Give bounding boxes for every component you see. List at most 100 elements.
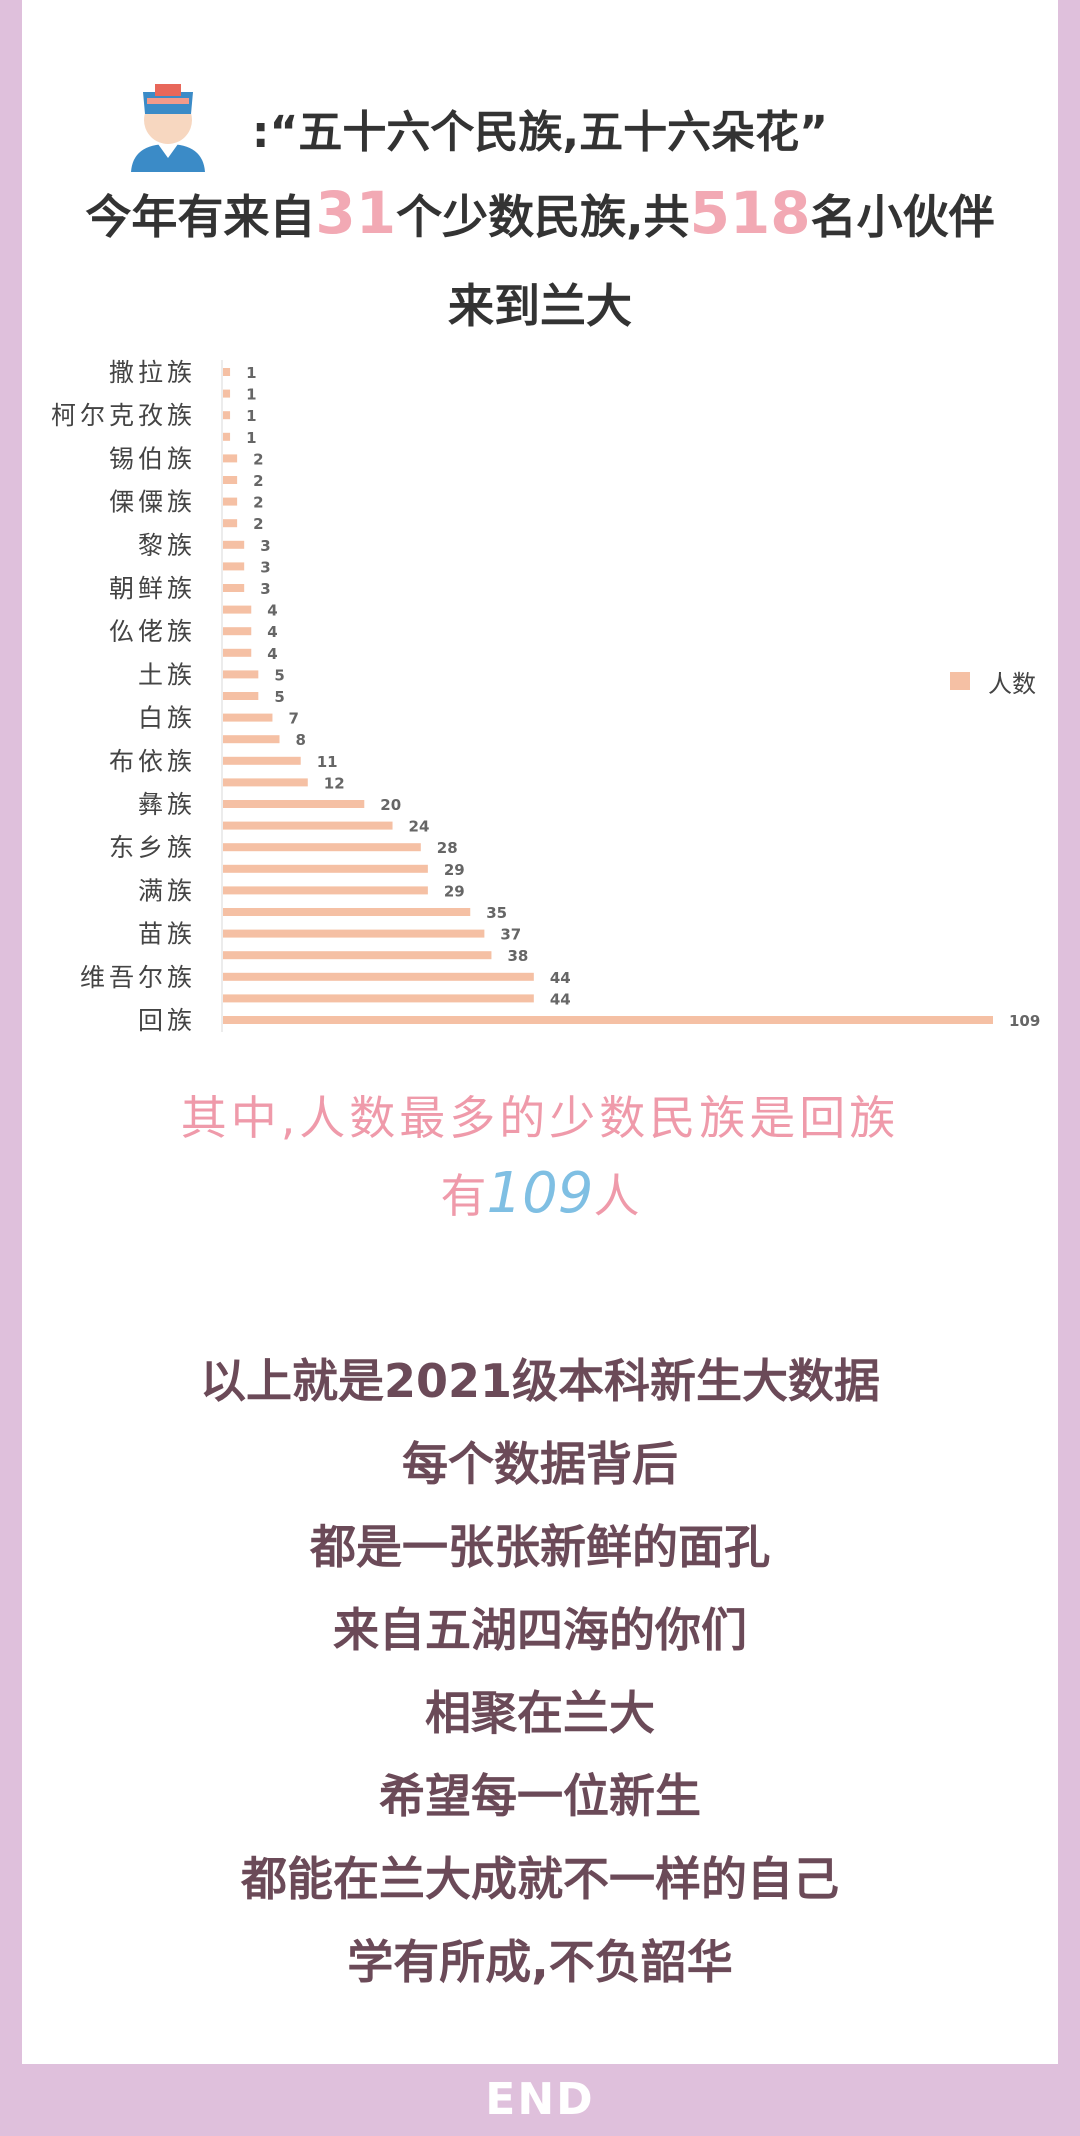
- tick-label: 仫佬族: [109, 617, 196, 646]
- bar: [223, 929, 485, 938]
- data-label: 3: [260, 537, 270, 555]
- legend-label: 人数: [988, 670, 1036, 698]
- tick-label: 维吾尔族: [80, 963, 196, 992]
- closing-line: 都是一张张新鲜的面孔: [310, 1520, 770, 1574]
- data-label: 38: [507, 947, 528, 965]
- bar: [223, 432, 231, 441]
- bar: [223, 562, 245, 571]
- data-label: 11: [317, 753, 338, 771]
- closing-line: 相聚在兰大: [425, 1686, 655, 1740]
- closing-line: 希望每一位新生: [379, 1769, 701, 1823]
- ethnic-bar-chart: 1111222233344455781112202428292935373844…: [51, 358, 1040, 1035]
- title-prefix: 今年有来自: [85, 190, 316, 244]
- bar: [223, 886, 428, 895]
- data-label: 1: [246, 407, 256, 425]
- bar: [223, 368, 231, 376]
- content-card: [22, 0, 1058, 2064]
- tick-label: 撒拉族: [109, 358, 196, 387]
- tick-label: 土族: [138, 660, 196, 689]
- data-label: 4: [267, 623, 277, 641]
- data-label: 44: [550, 990, 571, 1008]
- tick-label: 苗族: [138, 920, 196, 949]
- bar: [223, 648, 252, 657]
- data-label: 4: [267, 645, 277, 663]
- title-line-3: 来到兰大: [448, 279, 632, 333]
- bar: [223, 584, 245, 592]
- student-count: 518: [689, 179, 811, 247]
- data-label: 2: [253, 515, 263, 533]
- bar: [223, 778, 308, 787]
- ethnic-avatar-icon: [131, 84, 205, 172]
- bar: [223, 497, 238, 506]
- tick-label: 白族: [138, 704, 196, 733]
- bar: [223, 951, 492, 960]
- tick-label: 满族: [138, 876, 196, 905]
- data-label: 29: [444, 861, 465, 879]
- bar: [223, 756, 301, 765]
- closing-line: 每个数据背后: [402, 1437, 678, 1491]
- bar: [223, 843, 421, 852]
- bar: [223, 994, 534, 1003]
- bar: [223, 800, 365, 808]
- bar: [223, 692, 259, 700]
- title-line-1: :“五十六个民族,五十六朵花”: [251, 107, 829, 158]
- tick-label: 东乡族: [109, 833, 196, 862]
- data-label: 7: [288, 710, 298, 728]
- data-label: 29: [444, 882, 465, 900]
- bar: [223, 908, 471, 916]
- closing-line: 学有所成,不负韶华: [347, 1935, 733, 1989]
- tick-label: 回族: [138, 1006, 196, 1035]
- footer-bar: [0, 2064, 1080, 2136]
- data-label: 3: [260, 580, 270, 598]
- tick-label: 朝鲜族: [109, 574, 196, 603]
- data-label: 37: [500, 926, 521, 944]
- tick-label: 傈僳族: [109, 488, 196, 517]
- bar: [223, 972, 534, 981]
- summary-prefix: 有: [440, 1169, 487, 1223]
- bar: [223, 864, 428, 873]
- end-label: END: [485, 2074, 595, 2125]
- closing-line: 都能在兰大成就不一样的自己: [241, 1852, 839, 1906]
- data-label: 2: [253, 494, 263, 512]
- bar: [223, 735, 280, 744]
- bar: [223, 411, 231, 420]
- summary-number: 109: [486, 1161, 594, 1226]
- data-label: 109: [1009, 1012, 1040, 1030]
- tick-label: 黎族: [138, 531, 196, 560]
- bar: [223, 519, 238, 528]
- tick-label: 锡伯族: [109, 444, 196, 473]
- data-label: 1: [246, 364, 256, 382]
- closing-line: 以上就是2021级本科新生大数据: [199, 1354, 881, 1408]
- bar: [223, 670, 259, 679]
- title-mid: 个少数民族,共: [396, 190, 690, 244]
- bar: [223, 476, 238, 484]
- data-label: 2: [253, 450, 263, 468]
- data-label: 20: [380, 796, 401, 814]
- closing-line: 来自五湖四海的你们: [333, 1603, 747, 1657]
- title-line-2: 今年有来自31个少数民族,共518名小伙伴: [0, 180, 1080, 247]
- data-label: 8: [296, 731, 306, 749]
- data-label: 5: [274, 688, 284, 706]
- data-label: 1: [246, 386, 256, 404]
- data-label: 2: [253, 472, 263, 490]
- tick-label: 柯尔克孜族: [51, 401, 196, 430]
- summary-line-1: 其中,人数最多的少数民族是回族: [180, 1091, 900, 1145]
- data-label: 28: [437, 839, 458, 857]
- data-label: 35: [486, 904, 507, 922]
- data-label: 44: [550, 969, 571, 987]
- data-label: 4: [267, 602, 277, 620]
- bar: [223, 389, 231, 398]
- bar: [223, 1016, 993, 1024]
- data-label: 5: [274, 666, 284, 684]
- tick-label: 布依族: [109, 747, 196, 776]
- bar: [223, 605, 252, 614]
- bar: [223, 821, 393, 830]
- tick-label: 彝族: [138, 790, 196, 819]
- summary-line-2: 有109人: [0, 1160, 1080, 1226]
- bar: [223, 627, 252, 636]
- title-suffix: 名小伙伴: [810, 190, 995, 244]
- ethnic-count: 31: [315, 179, 397, 247]
- bar: [223, 454, 238, 463]
- bar: [223, 713, 273, 722]
- summary-suffix: 人: [593, 1169, 640, 1223]
